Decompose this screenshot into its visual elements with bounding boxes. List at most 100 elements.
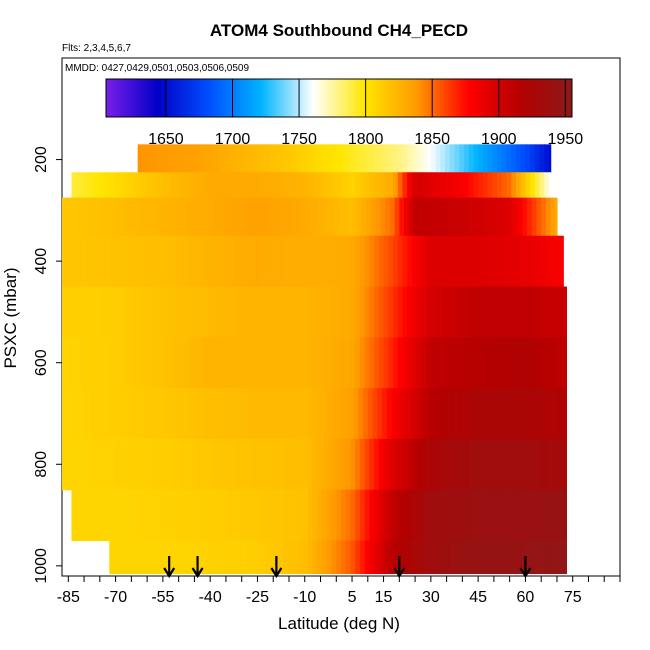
heatmap-cell xyxy=(304,197,311,237)
heatmap-cell xyxy=(90,489,96,542)
heatmap-cell xyxy=(432,197,438,237)
x-axis: -85 -70 -55 -40 -25 -10 5 15 30 45 60 75 xyxy=(57,576,621,606)
heatmap-cell xyxy=(142,489,148,542)
heatmap-cell xyxy=(492,438,498,491)
heatmap-cell xyxy=(53,287,58,338)
heatmap-cell xyxy=(359,144,366,173)
heatmap-cell xyxy=(515,438,522,491)
heatmap-cell xyxy=(370,197,377,237)
heatmap-cell xyxy=(487,286,493,338)
heatmap-cell xyxy=(246,337,252,389)
heatmap-cell xyxy=(435,144,441,173)
heatmap-cell xyxy=(90,286,96,338)
heatmap-cell xyxy=(561,388,568,440)
x-tick-label: 60 xyxy=(517,589,535,606)
heatmap-layer xyxy=(62,438,568,491)
heatmap-cell xyxy=(434,388,440,440)
heatmap-cell xyxy=(402,337,408,389)
heatmap-cell xyxy=(528,388,534,440)
heatmap-cell xyxy=(230,388,236,440)
heatmap-cell xyxy=(473,286,479,338)
heatmap-cell xyxy=(236,144,243,173)
heatmap-cell xyxy=(194,337,200,389)
colorbar-gradient xyxy=(105,78,573,118)
heatmap-cell xyxy=(468,235,475,288)
x-tick-label: 75 xyxy=(564,589,582,606)
heatmap-cell xyxy=(123,286,129,338)
heatmap-cell xyxy=(544,337,550,389)
heatmap-cell xyxy=(303,337,309,389)
heatmap-cell xyxy=(85,489,91,542)
heatmap-cell xyxy=(101,197,107,237)
heatmap-cell xyxy=(347,197,353,237)
heatmap-cell xyxy=(397,172,404,199)
heatmap-cell xyxy=(246,286,252,338)
heatmap-cell xyxy=(511,235,517,288)
heatmap-cell xyxy=(563,286,568,338)
heatmap-cell xyxy=(241,489,248,542)
heatmap-cell xyxy=(405,388,411,440)
heatmap-cell xyxy=(255,172,262,199)
heatmap-cell xyxy=(76,337,82,389)
heatmap-cell xyxy=(459,286,465,338)
heatmap-cell xyxy=(180,540,186,575)
heatmap-cell xyxy=(520,438,527,491)
heatmap-cell xyxy=(437,197,443,237)
heatmap-cell xyxy=(501,489,508,542)
heatmap-cell xyxy=(402,540,408,575)
heatmap-cell xyxy=(227,438,233,491)
heatmap-cell xyxy=(104,286,110,338)
heatmap-cell xyxy=(336,172,342,199)
heatmap-cell xyxy=(219,197,225,237)
heatmap-cell xyxy=(218,172,224,199)
heatmap-cell xyxy=(482,438,489,491)
heatmap-cell xyxy=(364,337,370,389)
heatmap-cell xyxy=(530,540,536,575)
heatmap-cell xyxy=(268,388,274,440)
heatmap-cell xyxy=(563,337,568,389)
heatmap-cell xyxy=(147,489,153,542)
heatmap-cell xyxy=(419,388,426,440)
heatmap-cell xyxy=(213,337,219,389)
heatmap-cell xyxy=(407,540,413,575)
heatmap-cell xyxy=(161,540,167,575)
heatmap-cell xyxy=(322,489,328,542)
colorbar-tick-label: 1700 xyxy=(215,131,251,148)
heatmap-cell xyxy=(482,337,489,389)
heatmap-cell xyxy=(511,172,517,199)
heatmap-cell xyxy=(205,197,211,237)
heatmap-cell xyxy=(460,197,467,237)
heatmap-cell xyxy=(147,438,153,491)
heatmap-cell xyxy=(274,438,281,491)
heatmap-cell xyxy=(358,388,364,440)
heatmap-cell xyxy=(265,235,271,288)
heatmap-cell xyxy=(435,540,441,575)
heatmap-cell xyxy=(378,438,385,491)
heatmap-cell xyxy=(563,489,568,542)
heatmap-cell xyxy=(317,235,323,288)
heatmap-cell xyxy=(213,540,219,575)
heatmap-cell xyxy=(501,144,508,173)
heatmap-cell xyxy=(322,286,328,338)
heatmap-cell xyxy=(99,286,106,338)
heatmap-cell xyxy=(383,235,389,288)
heatmap-cell xyxy=(482,235,489,288)
heatmap-cell xyxy=(454,337,460,389)
heatmap-cell xyxy=(487,235,493,288)
heatmap-cell xyxy=(296,388,303,440)
heatmap-cell xyxy=(341,172,347,199)
heatmap-cell xyxy=(270,438,276,491)
heatmap-cell xyxy=(459,540,465,575)
heatmap-cell xyxy=(350,144,356,173)
heatmap-cell xyxy=(109,172,115,199)
heatmap-cell xyxy=(96,197,103,237)
heatmap-cell xyxy=(484,197,490,237)
heatmap-cell xyxy=(468,489,475,542)
heatmap-cell xyxy=(530,286,536,338)
heatmap-cell xyxy=(553,235,560,288)
heatmap-cell xyxy=(391,388,397,440)
heatmap-cell xyxy=(114,286,120,338)
heatmap-cell xyxy=(331,235,337,288)
heatmap-cell xyxy=(312,540,318,575)
heatmap-cell xyxy=(293,438,300,491)
